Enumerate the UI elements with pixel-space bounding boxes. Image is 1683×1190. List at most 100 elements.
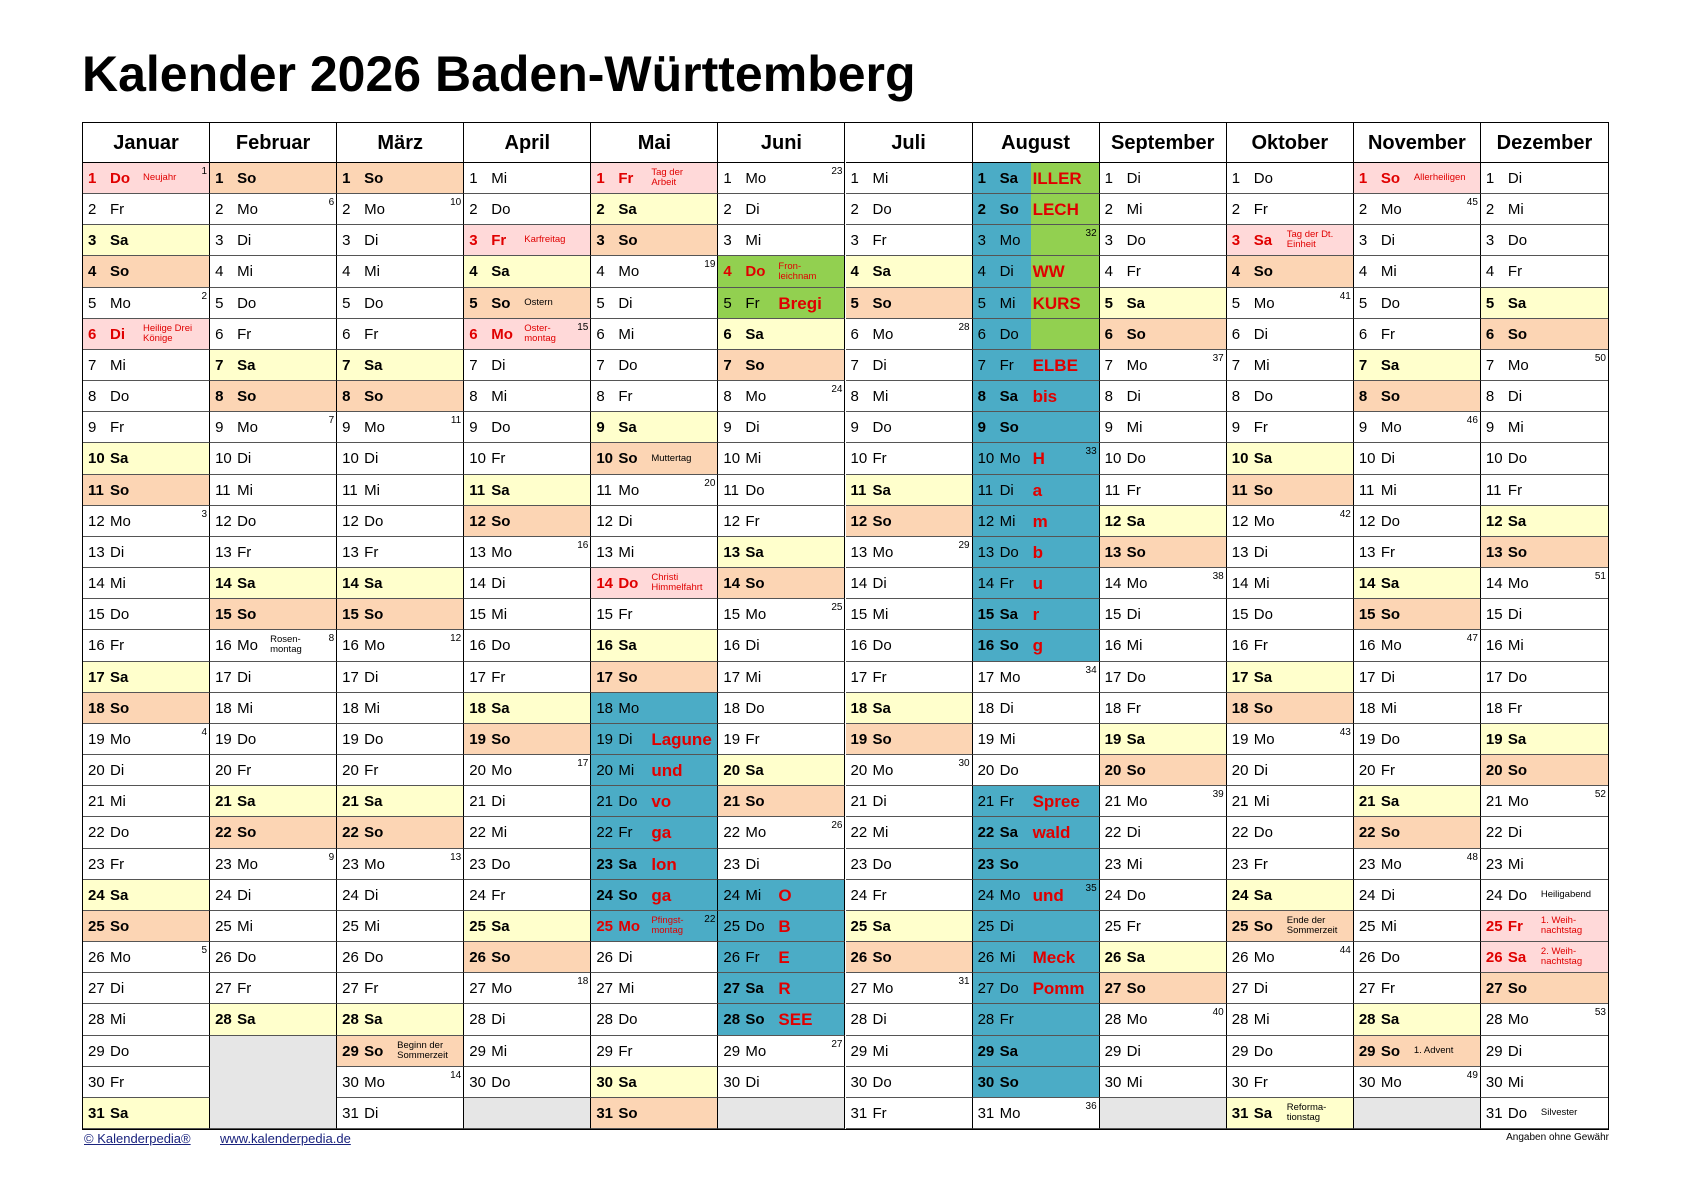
day-note: Ostern xyxy=(524,296,553,308)
day-number: 10 xyxy=(215,450,232,468)
day-number: 4 xyxy=(215,263,224,281)
day-cell: 3 So xyxy=(591,225,719,257)
day-number: 25 xyxy=(977,917,995,935)
week-number: 1 xyxy=(201,166,208,177)
day-number: 21 xyxy=(1485,793,1503,811)
weekday: Mo xyxy=(491,762,513,780)
weekday: Sa xyxy=(1253,668,1273,686)
day-number: 26 xyxy=(1231,949,1249,967)
day-label: und xyxy=(651,761,683,781)
weekday: Fr xyxy=(1507,699,1523,717)
day-number: 2 xyxy=(1358,201,1368,219)
day-number: 6 xyxy=(88,325,97,343)
weekday: Sa xyxy=(491,263,510,281)
week-number: 11 xyxy=(450,415,462,427)
day-number: 5 xyxy=(850,294,859,312)
day-number: 10 xyxy=(723,450,741,468)
day-cell: 27 Fr xyxy=(1353,973,1481,1005)
day-cell: 30 Sa xyxy=(591,1066,719,1098)
weekday: Sa xyxy=(745,980,764,998)
day-cell: 20 Di xyxy=(1226,755,1354,787)
day-cell: 25 Mi xyxy=(210,910,338,943)
day-number: 21 xyxy=(1104,793,1122,811)
day-cell: 3 Di xyxy=(337,225,465,257)
day-number: 3 xyxy=(596,232,605,250)
day-cell: 21 Do vo xyxy=(591,786,719,818)
weekday: Mi xyxy=(491,170,508,187)
day-number: 20 xyxy=(1231,762,1249,780)
day-cell: 18 So xyxy=(1226,692,1354,724)
day-number: 29 xyxy=(469,1042,486,1060)
weekday: Fr xyxy=(1507,263,1523,281)
day-note: 1. Weih- nachtstag xyxy=(1540,914,1583,936)
weekday: Mo xyxy=(110,294,131,312)
day-note: 1. Advent xyxy=(1413,1044,1454,1056)
weekday: Do xyxy=(1126,450,1146,468)
day-number: 6 xyxy=(1358,325,1368,343)
day-cell: 3 Mo 32 xyxy=(972,225,1100,257)
day-number: 2 xyxy=(596,201,605,219)
day-cell: 17 Fr xyxy=(845,661,973,693)
day-number: 8 xyxy=(342,388,351,406)
week-number: 14 xyxy=(450,1069,462,1081)
day-number: 24 xyxy=(342,886,359,904)
day-number: 29 xyxy=(850,1042,868,1060)
day-number: 22 xyxy=(469,824,486,842)
day-number: 10 xyxy=(1104,450,1122,468)
day-cell: 27 Mo 18 xyxy=(464,973,592,1005)
day-cell: 6 Mi xyxy=(591,318,719,350)
day-cell: 4 Sa xyxy=(464,256,592,288)
day-number: 8 xyxy=(723,388,732,406)
calendar-grid: Januar 1 Do Neujahr 1 2 Fr 3 Sa 4 So 5 Mo 2 6 Di Heilige… xyxy=(82,122,1609,1130)
weekday: Di xyxy=(745,1073,760,1091)
day-number: 7 xyxy=(469,356,478,374)
day-cell: 26 Sa 2. Weih- nachtstag xyxy=(1480,942,1608,974)
day-cell: 2 Mo 10 xyxy=(337,194,465,226)
day-number: 2 xyxy=(1104,201,1113,219)
day-cell: 2 Mi xyxy=(1099,194,1227,226)
day-cell: 11 Di a xyxy=(972,474,1100,506)
website-link[interactable]: www.kalenderpedia.de xyxy=(220,1131,351,1146)
day-cell: 4 Sa xyxy=(845,256,973,288)
day-number: 10 xyxy=(596,450,614,468)
day-note: Pfingst- montag xyxy=(651,914,684,936)
day-number: 19 xyxy=(723,730,741,748)
weekday: Sa xyxy=(872,699,891,717)
copyright-link[interactable]: © Kalenderpedia® xyxy=(84,1131,191,1146)
day-number: 20 xyxy=(469,762,486,780)
week-number: 2 xyxy=(201,290,208,302)
day-number: 19 xyxy=(1104,730,1122,748)
day-number: 31 xyxy=(977,1104,995,1122)
day-number: 30 xyxy=(88,1073,105,1091)
day-cell: 14 Sa xyxy=(1353,568,1481,600)
day-cell: 13 So xyxy=(1099,536,1227,569)
day-number: 27 xyxy=(1231,980,1249,998)
weekday: Mo xyxy=(364,855,385,873)
day-label: ILLER xyxy=(1032,169,1082,188)
day-note: 2. Weih- nachtstag xyxy=(1540,946,1583,968)
day-number: 7 xyxy=(977,356,986,374)
day-number: 17 xyxy=(1358,668,1376,686)
day-number: 25 xyxy=(342,917,359,935)
day-number: 1 xyxy=(850,170,859,187)
day-cell: 30 Mi xyxy=(1099,1066,1227,1098)
day-number: 11 xyxy=(88,481,104,499)
day-label: bis xyxy=(1032,387,1058,407)
day-cell: 21 Di xyxy=(464,786,592,818)
day-number: 5 xyxy=(977,294,986,312)
weekday: Fr xyxy=(364,980,379,998)
day-number: 9 xyxy=(342,419,351,437)
weekday: Fr xyxy=(491,886,506,904)
day-number: 26 xyxy=(850,949,868,967)
day-cell: 14 Mo 51 xyxy=(1480,568,1608,600)
day-label: und xyxy=(1032,885,1064,905)
weekday: Sa xyxy=(872,481,891,499)
day-number: 19 xyxy=(977,730,995,748)
day-note: Karfreitag xyxy=(524,234,566,246)
weekday: Fr xyxy=(1380,543,1395,561)
day-number: 1 xyxy=(1485,170,1495,187)
day-number: 20 xyxy=(1104,762,1122,780)
day-cell: 31 Sa Reforma- tionstag xyxy=(1226,1097,1354,1129)
day-number: 28 xyxy=(850,1011,868,1029)
weekday: Sa xyxy=(999,824,1018,842)
